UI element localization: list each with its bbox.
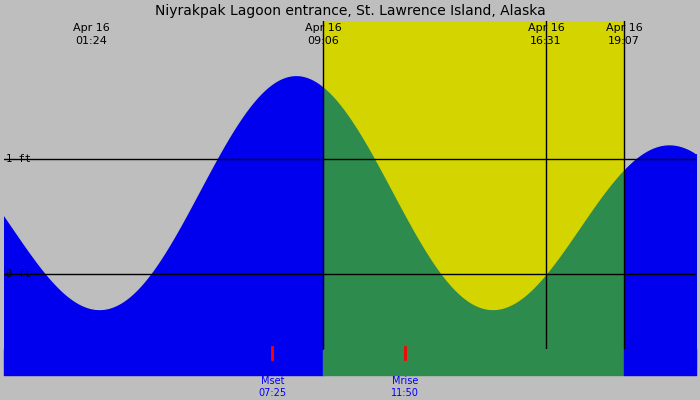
Text: Apr 16
01:24: Apr 16 01:24 [73,23,110,46]
Text: Mset
07:25: Mset 07:25 [258,376,286,398]
Text: Apr 16
09:06: Apr 16 09:06 [304,23,342,46]
Text: Mrise
11:50: Mrise 11:50 [391,376,419,398]
Title: Niyrakpak Lagoon entrance, St. Lawrence Island, Alaska: Niyrakpak Lagoon entrance, St. Lawrence … [155,4,545,18]
Text: 0 ft —: 0 ft — [6,270,43,280]
Text: Apr 16
16:31: Apr 16 16:31 [528,23,564,46]
Text: 1 ft —: 1 ft — [6,154,43,164]
Text: Apr 16
19:07: Apr 16 19:07 [606,23,643,46]
